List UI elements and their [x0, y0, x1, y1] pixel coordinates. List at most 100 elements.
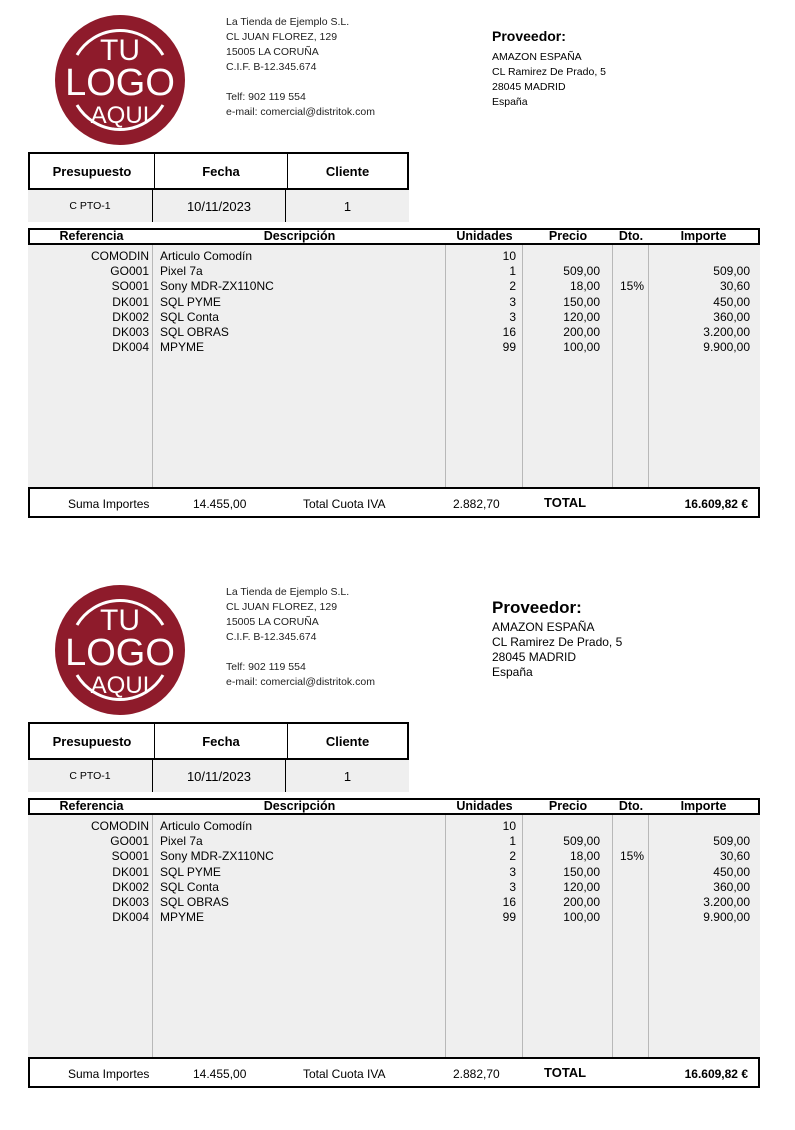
item-price: 150,00: [563, 864, 600, 879]
company-phone: Telf: 902 119 554: [226, 91, 306, 103]
company-name: La Tienda de Ejemplo S.L.: [226, 16, 350, 28]
items-body: COMODIN Articulo Comodín 10 GO001 Pixel 7a 1 5…: [28, 245, 760, 488]
quote-copy-1: TU LOGO AQUI La Tienda de Ejemplo S.L. C…: [0, 0, 795, 560]
item-units: 2: [509, 849, 516, 864]
company-cif: C.I.F. B-12.345.674: [226, 631, 317, 643]
item-reference: DK003: [112, 895, 149, 909]
item-discount: 15%: [620, 279, 645, 294]
item-price: 509,00: [563, 834, 600, 849]
items-header: Referencia Descripción Unidades Precio D…: [28, 798, 760, 815]
col-units: Unidades: [456, 799, 513, 813]
company-cif: C.I.F. B-12.345.674: [226, 61, 317, 73]
item-reference: DK001: [112, 294, 149, 309]
item-description: SQL OBRAS: [160, 895, 229, 909]
item-description: Articulo Comodín: [160, 819, 253, 833]
column-divider: [522, 815, 523, 1058]
provider-name: AMAZON ESPAÑA: [492, 620, 595, 634]
sum-value: 14.455,00: [193, 1067, 247, 1081]
item-description: SQL PYME: [160, 294, 221, 309]
quote-label: Presupuesto: [52, 163, 132, 179]
table-row: DK003 SQL OBRAS 16 200,00 3.200,00: [28, 325, 760, 340]
company-city: 15005 LA CORUÑA: [226, 616, 319, 628]
item-amount: 3.200,00: [703, 325, 750, 339]
provider-title: Proveedor:: [492, 28, 566, 44]
item-price: 120,00: [563, 879, 600, 894]
column-divider: [445, 815, 446, 1058]
item-reference: DK002: [112, 309, 149, 324]
col-amount: Importe: [680, 229, 727, 243]
item-units: 1: [509, 264, 516, 279]
svg-text:TU: TU: [100, 34, 140, 67]
sum-value: 14.455,00: [193, 497, 247, 511]
table-row: SO001 Sony MDR-ZX110NC 2 18,00 15% 30,60: [28, 279, 760, 294]
item-units: 1: [509, 834, 516, 849]
item-units: 16: [502, 325, 516, 339]
item-units: 3: [509, 864, 516, 879]
table-row: DK002 SQL Conta 3 120,00 360,00: [28, 310, 760, 325]
table-row: DK004 MPYME 99 100,00 9.900,00: [28, 910, 760, 925]
total-label: TOTAL: [544, 1065, 587, 1080]
provider-country: España: [492, 96, 528, 108]
quote-header-values: C PTO-1 10/11/2023 1: [28, 190, 409, 222]
item-reference: DK004: [112, 340, 149, 355]
col-price: Precio: [548, 799, 588, 813]
item-reference: DK004: [112, 910, 149, 925]
col-units: Unidades: [456, 229, 513, 243]
item-price: 18,00: [569, 849, 600, 864]
item-units: 2: [509, 279, 516, 294]
item-units: 3: [509, 309, 516, 324]
item-units: 10: [502, 819, 516, 833]
total-value: 16.609,82 €: [684, 497, 748, 511]
quote-date: 10/11/2023: [152, 760, 285, 792]
svg-text:AQUI: AQUI: [91, 672, 150, 699]
company-logo: TU LOGO AQUI: [55, 15, 185, 145]
col-reference: Referencia: [59, 229, 124, 243]
item-discount: 15%: [620, 849, 645, 864]
item-price: 509,00: [563, 264, 600, 279]
sum-label: Suma Importes: [68, 497, 150, 511]
item-units: 3: [509, 294, 516, 309]
client-number: 1: [285, 760, 409, 792]
item-description: Articulo Comodín: [160, 249, 253, 263]
table-row: DK003 SQL OBRAS 16 200,00 3.200,00: [28, 895, 760, 910]
item-reference: DK003: [112, 325, 149, 339]
item-amount: 9.900,00: [703, 340, 750, 355]
quote-number: C PTO-1: [69, 200, 111, 212]
item-amount: 450,00: [713, 294, 750, 309]
table-row: COMODIN Articulo Comodín 10: [28, 819, 760, 834]
company-info: La Tienda de Ejemplo S.L. CL JUAN FLOREZ…: [226, 15, 375, 120]
svg-text:AQUI: AQUI: [91, 102, 150, 129]
provider-name: AMAZON ESPAÑA: [492, 51, 582, 63]
col-price: Precio: [548, 229, 588, 243]
total-value: 16.609,82 €: [684, 1067, 748, 1081]
client-number: 1: [285, 190, 409, 222]
company-city: 15005 LA CORUÑA: [226, 46, 319, 58]
svg-text:LOGO: LOGO: [65, 62, 175, 104]
item-reference: SO001: [111, 849, 149, 864]
company-email: e-mail: comercial@distritok.com: [226, 676, 375, 688]
provider-info: Proveedor: AMAZON ESPAÑA CL Ramirez De P…: [492, 28, 606, 110]
item-price: 18,00: [569, 279, 600, 294]
item-price: 100,00: [563, 340, 600, 355]
quote-date: 10/11/2023: [152, 190, 285, 222]
item-reference: DK001: [112, 864, 149, 879]
quote-number: C PTO-1: [69, 770, 111, 782]
company-phone: Telf: 902 119 554: [226, 661, 306, 673]
provider-city: 28045 MADRID: [492, 81, 566, 93]
provider-city: 28045 MADRID: [492, 650, 577, 664]
item-description: Pixel 7a: [160, 264, 203, 279]
column-divider: [612, 815, 613, 1058]
provider-title: Proveedor:: [492, 598, 582, 617]
table-row: DK004 MPYME 99 100,00 9.900,00: [28, 340, 760, 355]
item-units: 3: [509, 879, 516, 894]
col-discount: Dto.: [618, 799, 644, 813]
item-description: MPYME: [160, 910, 205, 925]
item-reference: COMODIN: [91, 249, 149, 263]
table-row: COMODIN Articulo Comodín 10: [28, 249, 760, 264]
client-label: Cliente: [287, 724, 407, 758]
item-description: MPYME: [160, 340, 205, 355]
item-description: Pixel 7a: [160, 834, 203, 849]
items-body: COMODIN Articulo Comodín 10 GO001 Pixel 7a 1 5…: [28, 815, 760, 1058]
item-description: SQL Conta: [160, 879, 219, 894]
company-email: e-mail: comercial@distritok.com: [226, 106, 375, 118]
